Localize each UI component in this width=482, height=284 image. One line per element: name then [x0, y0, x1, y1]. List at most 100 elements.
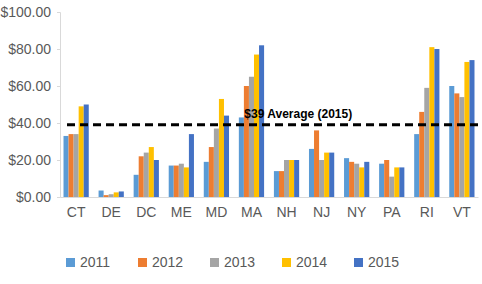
plot-area: $0.00 $20.00 $40.00 $60.00 $80.00 $100.00 CT DE… [0, 4, 478, 220]
bar [469, 60, 474, 197]
legend-label: 2013 [224, 254, 255, 270]
x-tick: CT [67, 197, 86, 220]
x-tick: MD [206, 197, 228, 220]
x-tick: DC [136, 197, 156, 220]
bar [389, 177, 394, 197]
bar [104, 195, 109, 197]
legend-item: 2012 [138, 254, 183, 270]
legend-swatch [354, 258, 363, 267]
bar [64, 136, 69, 197]
x-tick: DE [101, 197, 120, 220]
bar [449, 86, 454, 197]
legend-swatch [210, 258, 219, 267]
y-tick-mark [57, 160, 60, 161]
bar [429, 47, 434, 197]
bar [459, 97, 464, 197]
x-tick-label: RI [420, 204, 434, 220]
bar [394, 167, 399, 197]
bar [239, 117, 244, 197]
bar [109, 194, 114, 197]
x-tick-label: MA [241, 204, 263, 220]
y-tick-mark [57, 86, 60, 87]
y-tick-label: $20.00 [8, 152, 51, 168]
x-axis: CT DE DC ME MD MA NH NJ NY PA RI VT [61, 197, 479, 220]
bar [169, 166, 174, 197]
bar [344, 158, 349, 197]
y-tick-mark [57, 49, 60, 50]
bar [99, 191, 104, 197]
bar [379, 164, 384, 197]
x-tick-label: VT [453, 204, 471, 220]
chart: $0.00 $20.00 $40.00 $60.00 $80.00 $100.00 CT DE… [0, 0, 482, 284]
bar [314, 130, 319, 197]
bar [309, 149, 314, 197]
bar [364, 162, 369, 197]
y-tick: $0.00 [16, 189, 60, 205]
y-tick: $80.00 [8, 41, 60, 57]
bar [154, 160, 159, 197]
x-tick-label: NH [276, 204, 296, 220]
x-tick: ME [171, 197, 192, 220]
x-tick: RI [420, 197, 434, 220]
y-tick: $100.00 [0, 4, 60, 20]
x-tick-label: MD [206, 204, 228, 220]
bars [64, 45, 475, 197]
y-tick-mark [57, 123, 60, 124]
bar [144, 153, 149, 197]
y-tick-label: $40.00 [8, 115, 51, 131]
x-tick: NH [276, 197, 296, 220]
x-tick-label: NY [347, 204, 367, 220]
bar [464, 62, 469, 197]
legend-label: 2011 [80, 254, 110, 270]
bar [184, 167, 189, 197]
bar [324, 153, 329, 197]
x-tick: NY [347, 197, 367, 220]
legend-label: 2012 [152, 254, 183, 270]
bar [329, 153, 334, 197]
bar [414, 134, 419, 197]
y-tick-label: $100.00 [0, 4, 51, 20]
x-tick-label: ME [171, 204, 192, 220]
bar [384, 160, 389, 197]
bar [189, 134, 194, 197]
bar [139, 156, 144, 197]
bar [214, 129, 219, 197]
series [79, 47, 470, 197]
bar [204, 162, 209, 197]
series [74, 77, 465, 197]
bar [69, 134, 74, 197]
bar [84, 105, 89, 198]
legend-item: 2011 [66, 254, 110, 270]
legend-item: 2013 [210, 254, 255, 270]
x-tick-label: DC [136, 204, 156, 220]
bar [219, 99, 224, 197]
y-tick: $40.00 [8, 115, 60, 131]
x-tick: NJ [313, 197, 330, 220]
x-tick-label: NJ [313, 204, 330, 220]
legend-label: 2015 [368, 254, 399, 270]
y-tick-label: $0.00 [16, 189, 51, 205]
bar [179, 164, 184, 197]
y-tick-mark [57, 197, 60, 198]
bar [289, 160, 294, 197]
y-axis-line [57, 13, 61, 198]
y-tick: $20.00 [8, 152, 60, 168]
bar [274, 171, 279, 197]
annotation: $39 Average (2015) [244, 107, 352, 121]
bar [319, 160, 324, 197]
bar [79, 106, 84, 197]
y-tick-label: $80.00 [8, 41, 51, 57]
y-axis: $0.00 $20.00 $40.00 $60.00 $80.00 $100.00 [0, 4, 60, 205]
bar [249, 77, 254, 197]
legend-swatch [282, 258, 291, 267]
bar [174, 166, 179, 197]
bar [294, 160, 299, 197]
y-tick: $60.00 [8, 78, 60, 94]
bar [434, 49, 439, 197]
bar [424, 88, 429, 197]
x-tick-label: PA [383, 204, 401, 220]
legend-label: 2014 [296, 254, 327, 270]
bar [349, 162, 354, 197]
legend-swatch [66, 258, 75, 267]
y-tick-mark [57, 12, 60, 13]
